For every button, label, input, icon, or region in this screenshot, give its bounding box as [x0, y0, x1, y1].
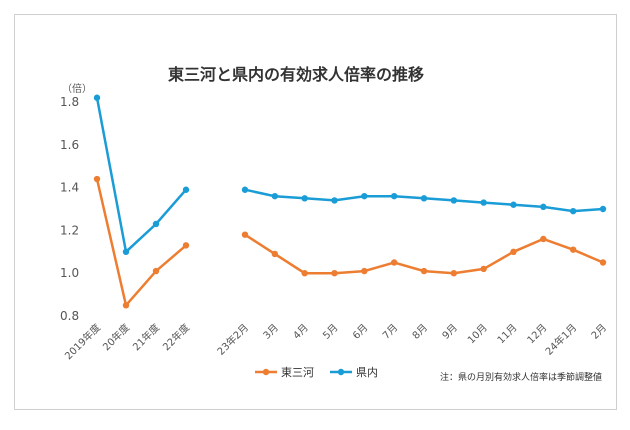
x-tick-label: 6月	[350, 322, 370, 342]
data-point	[152, 220, 160, 228]
data-point	[241, 186, 249, 193]
series-0	[93, 175, 607, 309]
data-point	[361, 267, 368, 275]
data-point	[510, 248, 517, 255]
x-tick-label: 21年度	[130, 321, 162, 353]
data-point	[599, 205, 607, 213]
series-line-annual	[95, 178, 187, 308]
data-point	[420, 195, 428, 202]
legend-label: 県内	[356, 365, 378, 379]
legend-label: 東三河	[281, 366, 314, 379]
x-tick-label: 7月	[380, 322, 400, 342]
y-tick-label: 1.6	[60, 138, 79, 152]
x-tick-label: 3月	[261, 322, 281, 342]
data-point	[480, 265, 487, 273]
data-point	[93, 94, 101, 101]
data-point	[540, 203, 547, 211]
legend-marker	[337, 368, 345, 376]
data-point	[241, 231, 249, 238]
x-tick-label: 9月	[440, 322, 460, 342]
data-point	[182, 242, 190, 249]
data-point	[390, 192, 398, 200]
x-tick-label: 20年度	[100, 321, 132, 353]
x-tick-label: 8月	[410, 322, 430, 342]
y-tick-label: 1.4	[60, 181, 79, 195]
chart-title: 東三河と県内の有効求人倍率の推移	[168, 65, 424, 84]
x-tick-label: 4月	[291, 322, 311, 342]
data-point	[331, 197, 338, 204]
data-point	[569, 207, 577, 215]
series-line-annual	[95, 97, 187, 255]
data-point	[569, 246, 577, 253]
data-point	[271, 192, 279, 200]
data-point	[301, 270, 308, 277]
data-point	[122, 302, 130, 309]
data-point	[599, 259, 607, 266]
x-tick-label: 11月	[495, 322, 520, 347]
y-tick-label: 1.8	[60, 95, 79, 109]
x-tick-label: 10月	[465, 322, 490, 347]
y-axis-unit: （倍）	[62, 82, 92, 95]
y-tick-label: 1.2	[60, 223, 79, 237]
footnote: 注：県の月別有効求人倍率は季節調整値	[440, 371, 602, 383]
data-point	[450, 270, 458, 277]
y-tick-label: 0.8	[60, 309, 79, 323]
data-point	[540, 235, 547, 243]
data-point	[420, 267, 428, 275]
series-1	[93, 94, 607, 255]
x-tick-label: 23年2月	[214, 321, 251, 358]
x-tick-label: 22年度	[160, 321, 192, 353]
data-point	[152, 267, 160, 275]
data-point	[301, 195, 308, 202]
data-point	[122, 248, 130, 255]
series-line-monthly	[244, 233, 604, 275]
data-point	[450, 197, 458, 204]
x-tick-label: 2019年度	[62, 321, 103, 362]
y-tick-label: 1.0	[60, 266, 79, 280]
x-tick-label: 24年1月	[542, 321, 579, 358]
data-point	[361, 192, 368, 200]
data-point	[93, 175, 101, 183]
data-point	[390, 259, 398, 266]
x-tick-label: 2月	[589, 322, 609, 342]
x-tick-label: 5月	[321, 322, 341, 342]
data-point	[271, 250, 279, 258]
data-point	[182, 186, 190, 193]
data-point	[331, 270, 338, 277]
chart-frame	[14, 14, 617, 410]
legend-marker	[262, 368, 270, 376]
data-point	[510, 201, 517, 208]
x-tick-label: 12月	[525, 322, 550, 347]
data-point	[480, 199, 487, 206]
